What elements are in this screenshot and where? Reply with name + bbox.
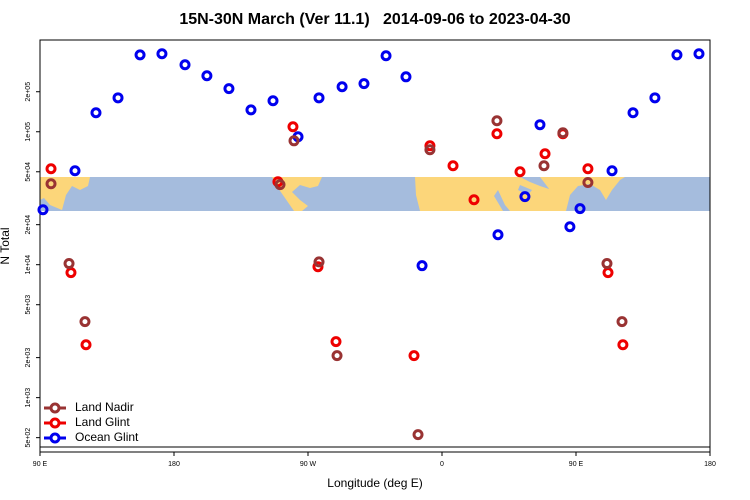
y-tick-label: 2e+03: [25, 348, 32, 368]
y-tick-label: 1e+05: [25, 122, 32, 142]
y-axis-label: N Total: [0, 227, 12, 264]
y-tick-label: 5e+03: [25, 295, 32, 315]
point: [400, 71, 412, 83]
point: [201, 70, 213, 82]
point: [627, 107, 639, 119]
point: [564, 221, 576, 233]
point: [79, 316, 91, 328]
point: [582, 163, 594, 175]
point: [80, 339, 92, 351]
point: [267, 95, 279, 107]
point: [90, 107, 102, 119]
chart-title: 15N-30N March (Ver 11.1) 2014-09-06 to 2…: [179, 11, 570, 28]
point: [649, 92, 661, 104]
y-tick-label: 5e+02: [25, 428, 32, 448]
point: [313, 256, 325, 268]
point: [424, 144, 436, 156]
land-shape: [415, 177, 566, 211]
land-shape: [540, 177, 625, 211]
point: [447, 160, 459, 172]
y-tick-label: 2e+04: [25, 215, 32, 235]
plot-frame: [39, 39, 711, 453]
point: [112, 92, 124, 104]
point: [491, 115, 503, 127]
point: [331, 350, 343, 362]
point: [330, 336, 342, 348]
series-points: [45, 115, 628, 441]
point: [582, 177, 594, 189]
legend-label: Ocean Glint: [75, 430, 139, 444]
y-tick-label: 2e+05: [25, 82, 32, 102]
point: [288, 135, 300, 147]
point: [557, 127, 569, 139]
point: [380, 50, 392, 62]
point: [539, 148, 551, 160]
point: [287, 121, 299, 133]
x-tick-label: 90 W: [300, 461, 317, 468]
point: [63, 258, 75, 270]
series-points: [37, 48, 705, 272]
point: [468, 194, 480, 206]
y-tick-label: 1e+04: [25, 255, 32, 275]
point: [45, 163, 57, 175]
point: [601, 258, 613, 270]
point: [312, 261, 324, 273]
point: [37, 204, 49, 216]
point: [424, 140, 436, 152]
legend-marker: [49, 417, 61, 429]
legend-label: Land Nadir: [75, 400, 134, 414]
map-strip: [40, 177, 710, 211]
point: [179, 59, 191, 71]
point: [574, 203, 586, 215]
point: [313, 92, 325, 104]
point: [616, 316, 628, 328]
x-tick-label: 90 E: [569, 461, 584, 468]
point: [693, 48, 705, 60]
y-tick-label: 1e+03: [25, 388, 32, 408]
y-tick-label: 5e+04: [25, 162, 32, 182]
x-axis-label: Longitude (deg E): [327, 476, 422, 490]
point: [491, 128, 503, 140]
sea-shape: [494, 190, 510, 211]
point: [358, 78, 370, 90]
point: [134, 49, 146, 61]
legend-label: Land Glint: [75, 415, 130, 429]
legend-marker: [49, 402, 61, 414]
point: [534, 119, 546, 131]
point: [274, 179, 286, 191]
point: [69, 165, 81, 177]
point: [156, 48, 168, 60]
point: [514, 166, 526, 178]
point: [519, 191, 531, 203]
x-tick-label: 180: [168, 461, 180, 468]
point: [223, 83, 235, 95]
point: [617, 339, 629, 351]
series-points: [45, 121, 629, 362]
point: [606, 165, 618, 177]
x-tick-label: 0: [440, 461, 444, 468]
point: [45, 178, 57, 190]
x-tick-label: 90 E: [33, 461, 48, 468]
x-tick-label: 180: [704, 461, 716, 468]
point: [416, 260, 428, 272]
point: [336, 81, 348, 93]
point: [412, 429, 424, 441]
point: [671, 49, 683, 61]
point: [538, 160, 550, 172]
legend-marker: [49, 432, 61, 444]
point: [492, 229, 504, 241]
land-shape: [40, 177, 90, 210]
point: [408, 350, 420, 362]
point: [245, 104, 257, 116]
